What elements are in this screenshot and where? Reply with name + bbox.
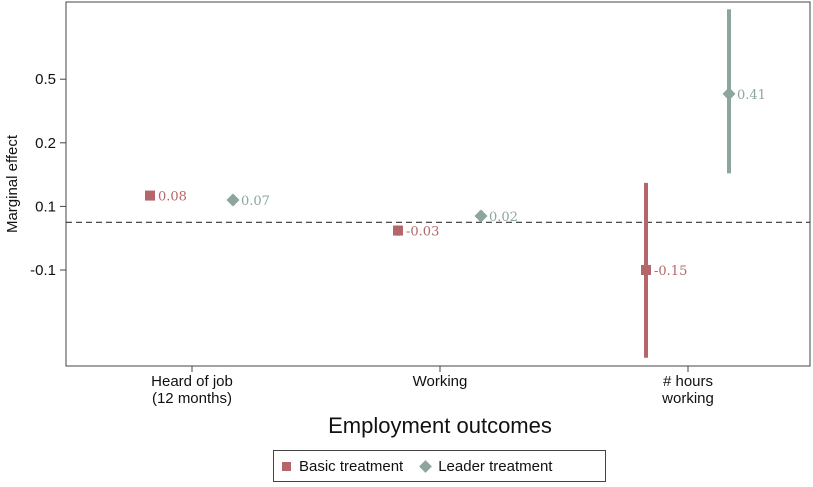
- point-marker-diamond: [226, 193, 240, 207]
- x-axis-ticks: Heard of job(12 months) Working # hourswor…: [151, 366, 714, 407]
- point-marker-diamond: [474, 209, 488, 223]
- series-basic: 0.08 -0.03 -0.15: [145, 182, 687, 358]
- data-label: 0.41: [737, 88, 766, 103]
- legend: Basic treatment Leader treatment: [273, 450, 606, 482]
- point-marker-square: [145, 190, 155, 201]
- data-label: 0.08: [158, 190, 187, 205]
- point-marker-square: [641, 265, 651, 275]
- series-leader: 0.07 0.02 0.41: [226, 9, 766, 225]
- legend-label-leader: Leader treatment: [438, 457, 553, 475]
- y-axis-ticks: -0.1 0.1 0.2 0.5: [30, 71, 66, 279]
- series-layer: 0.08 -0.03 -0.15 0.07 0.02 0.41: [145, 9, 766, 358]
- x-category-label: (12 months): [152, 390, 232, 407]
- y-tick-label: 0.2: [35, 135, 56, 152]
- x-axis-title: Employment outcomes: [328, 413, 552, 438]
- legend-item-basic: Basic treatment: [282, 458, 403, 475]
- y-tick-label: -0.1: [30, 262, 56, 279]
- data-label: -0.03: [406, 225, 439, 240]
- y-axis-title: Marginal effect: [4, 134, 21, 233]
- plot-area: [65, 1, 811, 367]
- legend-label-basic: Basic treatment: [299, 457, 404, 475]
- y-tick-label: 0.1: [35, 198, 56, 215]
- x-category-label: Working: [413, 373, 468, 390]
- legend-square-marker: [282, 461, 291, 471]
- y-tick-label: 0.5: [35, 71, 56, 88]
- data-label: 0.07: [241, 194, 270, 209]
- legend-item-leader: Leader treatment: [419, 457, 553, 475]
- point-marker-square: [393, 225, 403, 236]
- x-category-label: Heard of job: [151, 373, 233, 390]
- x-category-label: # hours: [663, 373, 713, 390]
- data-label: -0.15: [654, 264, 687, 279]
- point-marker-diamond: [722, 87, 736, 101]
- legend-diamond-marker: [419, 459, 433, 473]
- x-category-label: working: [661, 390, 714, 407]
- data-label: 0.02: [489, 210, 518, 225]
